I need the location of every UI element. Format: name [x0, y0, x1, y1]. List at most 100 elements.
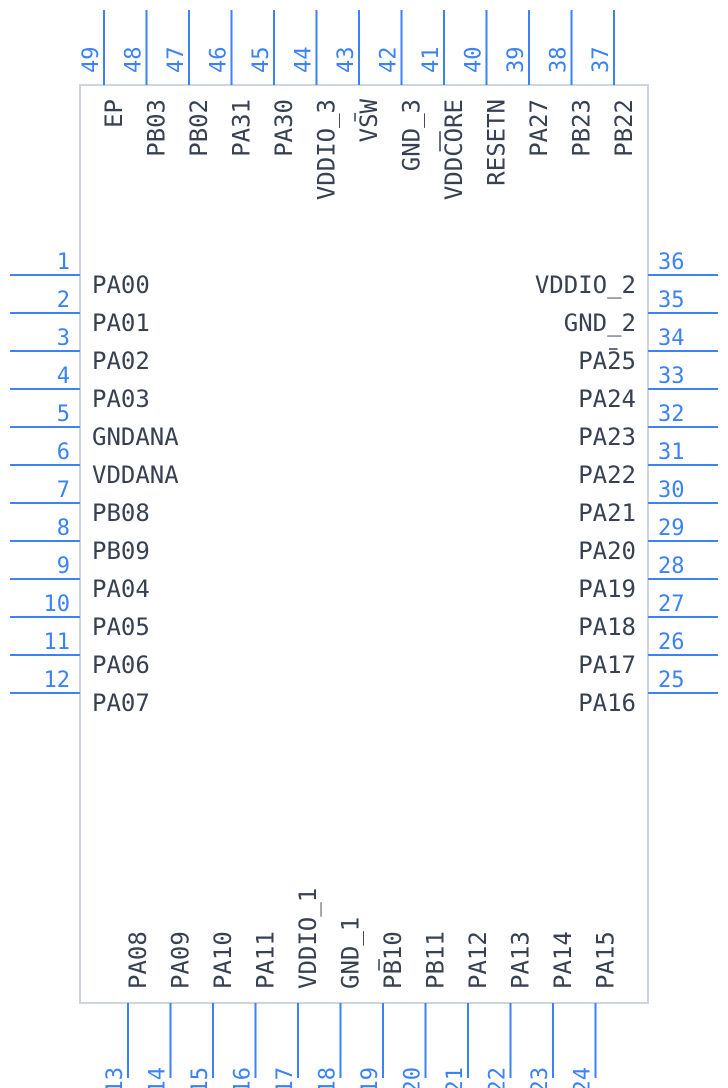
pin-16-label: PA11	[252, 931, 280, 989]
pin-9-number: 9	[57, 554, 70, 579]
pin-47-number: 47	[164, 47, 189, 74]
pin-19-number: 19	[358, 1067, 383, 1088]
pin-1-label: PA00	[92, 271, 150, 299]
pin-31-label: PA22	[578, 461, 636, 489]
pin-26-number: 26	[658, 630, 685, 655]
pin-42-number: 42	[377, 47, 402, 74]
pin-3-number: 3	[57, 326, 70, 351]
pin-28-label: PA19	[578, 575, 636, 603]
pin-6-number: 6	[57, 440, 70, 465]
pin-14-number: 14	[146, 1067, 171, 1088]
pin-2-number: 2	[57, 288, 70, 313]
pin-8-label: PB09	[92, 537, 150, 565]
pin-24-label: PA15	[592, 931, 620, 989]
pin-4-number: 4	[57, 364, 70, 389]
pin-11-number: 11	[44, 630, 71, 655]
pin-11-label: PA06	[92, 651, 150, 679]
pin-17-label: VDDIO_1	[294, 888, 322, 989]
pin-39-number: 39	[504, 47, 529, 74]
pin-23-label: PA14	[549, 931, 577, 989]
pin-5-label: GNDANA	[92, 423, 179, 451]
pin-38-number: 38	[547, 47, 572, 74]
pin-12-label: PA07	[92, 689, 150, 717]
pin-30-number: 30	[658, 478, 685, 503]
pin-33-number: 33	[658, 364, 685, 389]
pin-34-number: 34	[658, 326, 685, 351]
pin-21-number: 21	[443, 1067, 468, 1088]
pin-30-label: PA21	[578, 499, 636, 527]
pin-44-label: VDDIO_3	[313, 99, 341, 200]
pin-23-number: 23	[528, 1067, 553, 1088]
pin-36-label: VDDIO_2	[535, 271, 636, 299]
pin-40-label: RESETN	[483, 99, 511, 186]
pin-37-number: 37	[589, 47, 614, 74]
pin-18-label: GND_1	[337, 917, 365, 989]
pin-27-number: 27	[658, 592, 685, 617]
pin-39-label: PA27	[525, 99, 553, 157]
pin-7-number: 7	[57, 478, 70, 503]
pin-41-label: VDDCORE	[440, 99, 468, 200]
pin-35-number: 35	[658, 288, 685, 313]
pin-5-number: 5	[57, 402, 70, 427]
pin-42-label: GND_3	[398, 99, 426, 171]
pin-22-number: 22	[486, 1067, 511, 1088]
pin-20-label: PB11	[422, 931, 450, 989]
pin-27-label: PA18	[578, 613, 636, 641]
pin-25-label: PA16	[578, 689, 636, 717]
pin-1-number: 1	[57, 250, 70, 275]
pin-13-label: PA08	[124, 931, 152, 989]
pin-36-number: 36	[658, 250, 685, 275]
pin-48-number: 48	[122, 47, 147, 74]
pin-20-number: 20	[401, 1067, 426, 1088]
pin-14-label: PA09	[167, 931, 195, 989]
pin-7-label: PB08	[92, 499, 150, 527]
pin-29-number: 29	[658, 516, 685, 541]
pin-40-number: 40	[462, 47, 487, 74]
pin-28-number: 28	[658, 554, 685, 579]
pin-8-number: 8	[57, 516, 70, 541]
pin-3-label: PA02	[92, 347, 150, 375]
pin-2-label: PA01	[92, 309, 150, 337]
pin-32-number: 32	[658, 402, 685, 427]
pin-49-number: 49	[79, 47, 104, 74]
pin-17-number: 17	[273, 1067, 298, 1088]
pin-49-label: EP	[100, 99, 128, 128]
pin-25-number: 25	[658, 668, 685, 693]
pin-18-number: 18	[316, 1067, 341, 1088]
pin-10-label: PA05	[92, 613, 150, 641]
pin-15-number: 15	[188, 1067, 213, 1088]
pin-48-label: PB03	[143, 99, 171, 157]
pin-10-number: 10	[44, 592, 71, 617]
pin-45-label: PA30	[270, 99, 298, 157]
pin-9-label: PA04	[92, 575, 150, 603]
pin-45-number: 45	[249, 47, 274, 74]
pin-21-label: PA12	[464, 931, 492, 989]
pin-6-label: VDDANA	[92, 461, 179, 489]
pin-32-label: PA23	[578, 423, 636, 451]
pin-34-label: PA25	[578, 347, 636, 375]
chip-body	[80, 85, 648, 1003]
pin-41-number: 41	[419, 47, 444, 74]
pin-46-number: 46	[207, 47, 232, 74]
ic-pinout-diagram: 1 PA00 2 PA01 3 PA02 4 PA03 5 GNDANA 6 VDDANA 7 PB08 8…	[0, 0, 728, 1088]
pin-29-label: PA20	[578, 537, 636, 565]
pin-24-number: 24	[571, 1067, 596, 1088]
pin-37-label: PB22	[610, 99, 638, 157]
pin-33-label: PA24	[578, 385, 636, 413]
pin-16-number: 16	[231, 1067, 256, 1088]
pin-44-number: 44	[292, 47, 317, 74]
pin-15-label: PA10	[209, 931, 237, 989]
pin-35-label: GND_2	[564, 309, 636, 337]
pin-19-label: PB10	[379, 931, 407, 989]
pin-31-number: 31	[658, 440, 685, 465]
pin-47-label: PB02	[185, 99, 213, 157]
pin-22-label: PA13	[507, 931, 535, 989]
pin-12-number: 12	[44, 668, 71, 693]
pin-43-label: VSW	[355, 98, 383, 142]
pin-38-label: PB23	[568, 99, 596, 157]
pin-46-label: PA31	[228, 99, 256, 157]
pin-13-number: 13	[103, 1067, 128, 1088]
pin-4-label: PA03	[92, 385, 150, 413]
pin-43-number: 43	[334, 47, 359, 74]
pin-26-label: PA17	[578, 651, 636, 679]
